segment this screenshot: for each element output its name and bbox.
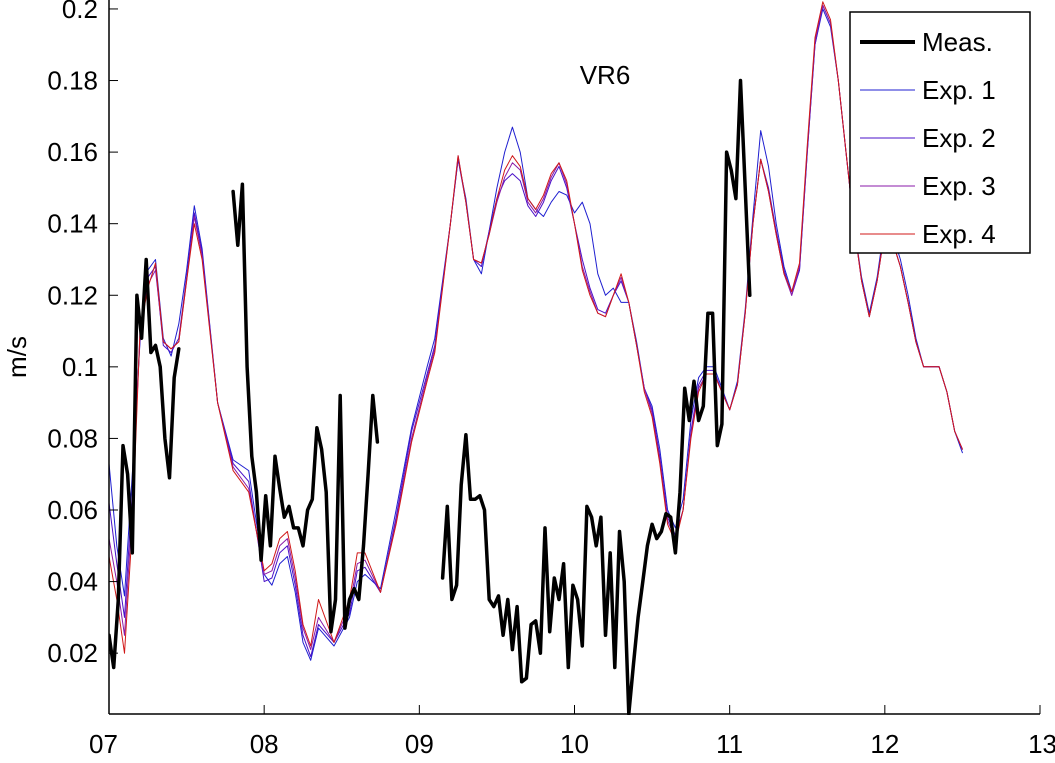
series-line-exp-4 xyxy=(109,1,963,654)
y-tick-label: 0.18 xyxy=(47,66,98,96)
x-tick-label: 10 xyxy=(560,729,589,758)
x-tick-label: 08 xyxy=(250,729,279,758)
legend-label-meas: Meas. xyxy=(922,27,993,57)
y-tick-label: 0.16 xyxy=(47,137,98,167)
y-tick-label: 0.08 xyxy=(47,423,98,453)
y-axis-label: m/s xyxy=(2,336,32,378)
legend-label-exp-3: Exp. 3 xyxy=(922,171,996,201)
y-tick-label: 0.1 xyxy=(62,352,98,382)
y-tick-label: 0.04 xyxy=(47,567,98,597)
y-tick-label: 0.2 xyxy=(62,0,98,24)
y-tick-label: 0.12 xyxy=(47,280,98,310)
x-tick-label: 12 xyxy=(870,729,899,758)
y-tick-label: 0.02 xyxy=(47,638,98,668)
x-tick-label: 09 xyxy=(405,729,434,758)
y-tick-label: 0.14 xyxy=(47,209,98,239)
y-tick-label: 0.06 xyxy=(47,495,98,525)
series-line-meas-segment-3 xyxy=(440,78,752,715)
axes: 07 08 09 10 11 12 13 0.02 0.04 0.06 0.08 0.1 0.12 0.1… xyxy=(47,0,1055,759)
legend-label-exp-2: Exp. 2 xyxy=(922,123,996,153)
legend-label-exp-1: Exp. 1 xyxy=(922,75,996,105)
legend-label-exp-4: Exp. 4 xyxy=(922,219,996,249)
series-layer xyxy=(109,1,963,715)
x-tick-label: 13 xyxy=(1028,729,1055,758)
series-line-meas-segment-1 xyxy=(109,257,181,670)
series-line-meas-segment-2 xyxy=(231,182,380,634)
legend: Meas. Exp. 1 Exp. 2 Exp. 3 Exp. 4 xyxy=(849,11,1031,254)
x-tick-label: 07 xyxy=(89,729,118,758)
x-tick-label: 11 xyxy=(716,729,743,758)
legend-box xyxy=(849,11,1031,254)
chart-title: VR6 xyxy=(580,60,631,90)
